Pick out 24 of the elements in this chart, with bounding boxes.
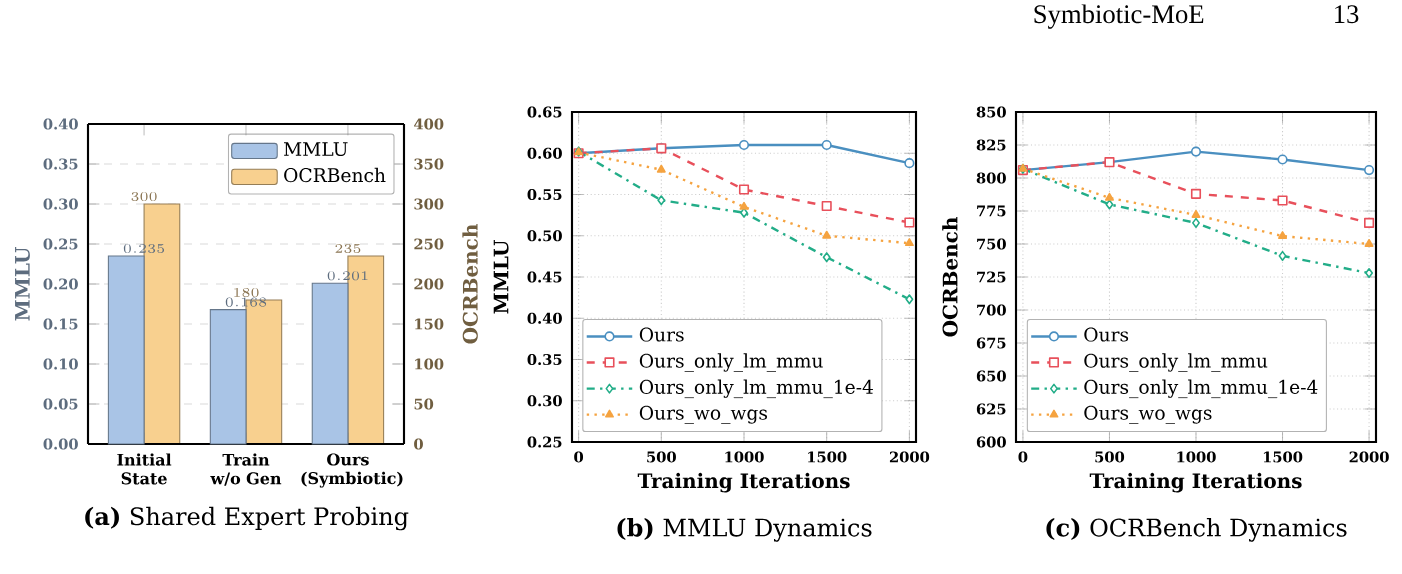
- text: (b) MMLU Dynamics: [617, 518, 872, 542]
- y2-axis-title: OCRBench: [462, 224, 478, 344]
- y-axis-title: MMLU: [493, 240, 509, 314]
- x-tick-label: Train w/o Gen: [210, 453, 282, 486]
- x-tick-label: Ours (Symbiotic): [301, 453, 403, 488]
- text: (a) Shared Expert Probing: [85, 506, 409, 531]
- text: 13: [1335, 5, 1359, 24]
- legend-label: Ours: [1084, 327, 1129, 342]
- legend-label: Ours_only_lm_mmu: [639, 353, 823, 372]
- legend-label: Ours_wo_wgs: [639, 405, 768, 424]
- y-axis-title: OCRBench: [942, 217, 958, 337]
- x-axis-title: Training Iterations: [637, 472, 850, 493]
- x-axis-title: Training Iterations: [1089, 472, 1302, 493]
- legend-label: Ours_only_lm_mmu_1e-4: [639, 379, 873, 399]
- legend-label: Ours: [639, 327, 684, 342]
- legend-label: Ours_only_lm_mmu_1e-4: [1084, 379, 1318, 399]
- legend-label: Ours_only_lm_mmu: [1084, 353, 1268, 372]
- text: Symbiotic-MoE: [1034, 4, 1204, 29]
- text: (c) OCRBench Dynamics: [1046, 518, 1347, 542]
- y-axis-title: MMLU: [15, 247, 30, 321]
- legend-label: Ours_wo_wgs: [1084, 405, 1212, 424]
- legend-label: OCRBench: [284, 167, 386, 183]
- legend-label: MMLU: [284, 142, 348, 157]
- x-tick-label: Initial State: [117, 453, 172, 485]
